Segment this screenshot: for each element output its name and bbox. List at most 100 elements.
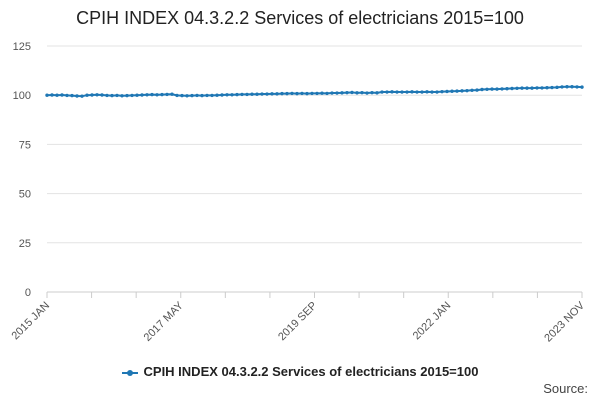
data-point — [365, 91, 369, 95]
data-point — [295, 91, 299, 96]
data-point — [460, 89, 464, 93]
data-point — [75, 94, 79, 98]
data-point — [485, 87, 489, 92]
data-point — [400, 90, 404, 94]
data-point — [475, 88, 479, 92]
data-point — [345, 90, 349, 95]
data-point — [155, 93, 159, 97]
data-point — [235, 92, 239, 97]
data-point — [535, 86, 539, 90]
data-point — [530, 86, 534, 90]
data-point — [275, 92, 279, 96]
data-point — [240, 92, 244, 97]
data-point — [350, 90, 354, 95]
data-point — [120, 94, 124, 98]
data-point — [515, 86, 519, 91]
data-point — [375, 91, 379, 95]
data-point — [480, 87, 484, 92]
data-point — [95, 93, 99, 97]
data-point — [470, 88, 474, 92]
y-tick-label: 75 — [19, 139, 31, 151]
y-tick-label: 100 — [13, 90, 31, 102]
data-point — [435, 90, 439, 94]
x-axis: 2015 JAN 2017 MAY 2019 SEP 2022 JAN 2023 NOV — [9, 291, 588, 344]
x-tick-label: 2015 JAN — [9, 300, 52, 343]
data-point — [125, 93, 129, 98]
data-point — [410, 90, 414, 94]
data-point — [430, 90, 434, 94]
legend-label: CPIH INDEX 04.3.2.2 Services of electric… — [143, 364, 479, 379]
data-point — [505, 87, 509, 91]
data-point — [545, 86, 549, 90]
data-point — [115, 93, 119, 98]
data-point — [510, 86, 514, 91]
data-point — [300, 91, 304, 96]
data-point — [290, 91, 294, 96]
data-point — [210, 93, 214, 98]
data-point — [85, 93, 89, 97]
data-point — [190, 93, 194, 98]
data-point — [160, 92, 164, 97]
data-point — [570, 85, 574, 89]
x-tick-label: 2017 MAY — [142, 299, 187, 344]
data-point — [380, 90, 384, 94]
data-point — [135, 93, 139, 97]
data-point — [445, 89, 449, 94]
data-point — [65, 93, 69, 98]
data-point — [150, 92, 154, 97]
legend-swatch — [121, 369, 138, 376]
data-point — [60, 93, 64, 97]
data-point — [175, 93, 179, 98]
data-point — [255, 92, 259, 96]
data-point — [320, 91, 324, 95]
data-point — [420, 90, 424, 94]
data-point — [560, 85, 564, 89]
data-point — [230, 93, 234, 97]
data-point — [455, 89, 459, 93]
x-tick-label: 2019 SEP — [276, 300, 320, 344]
data-point — [540, 86, 544, 90]
data-point — [105, 93, 109, 98]
data-point — [225, 93, 229, 97]
data-point — [270, 92, 274, 96]
data-point — [265, 92, 269, 96]
data-point — [325, 91, 329, 96]
data-point — [355, 91, 359, 95]
data-point — [200, 93, 204, 98]
y-tick-label: 125 — [13, 41, 31, 53]
data-point — [245, 92, 249, 97]
data-point — [50, 93, 54, 97]
data-point — [170, 92, 174, 96]
y-tick-label: 0 — [25, 287, 31, 299]
data-point — [425, 90, 429, 94]
data-point — [555, 85, 559, 90]
data-point — [70, 93, 74, 98]
data-point — [370, 90, 374, 95]
data-point — [330, 91, 334, 95]
data-point — [180, 93, 184, 98]
data-point — [395, 90, 399, 94]
data-point — [565, 85, 569, 89]
x-tick-label: 2023 NOV — [542, 299, 587, 344]
data-point — [215, 93, 219, 97]
data-point — [205, 93, 209, 98]
data-point — [45, 93, 49, 97]
data-point — [465, 88, 469, 93]
gridlines — [47, 45, 582, 293]
data-point — [130, 93, 134, 98]
data-point — [250, 92, 254, 96]
data-point — [450, 89, 454, 93]
y-tick-label: 25 — [19, 238, 31, 250]
data-point — [405, 90, 409, 94]
data-point — [280, 91, 284, 96]
data-point — [500, 87, 504, 91]
data-point — [580, 85, 584, 89]
data-point — [305, 91, 309, 96]
legend[interactable]: CPIH INDEX 04.3.2.2 Services of electric… — [0, 364, 600, 379]
data-point — [185, 94, 189, 98]
data-point — [385, 90, 389, 94]
y-tick-label: 50 — [19, 189, 31, 201]
data-point — [525, 86, 529, 90]
data-point — [195, 93, 199, 98]
